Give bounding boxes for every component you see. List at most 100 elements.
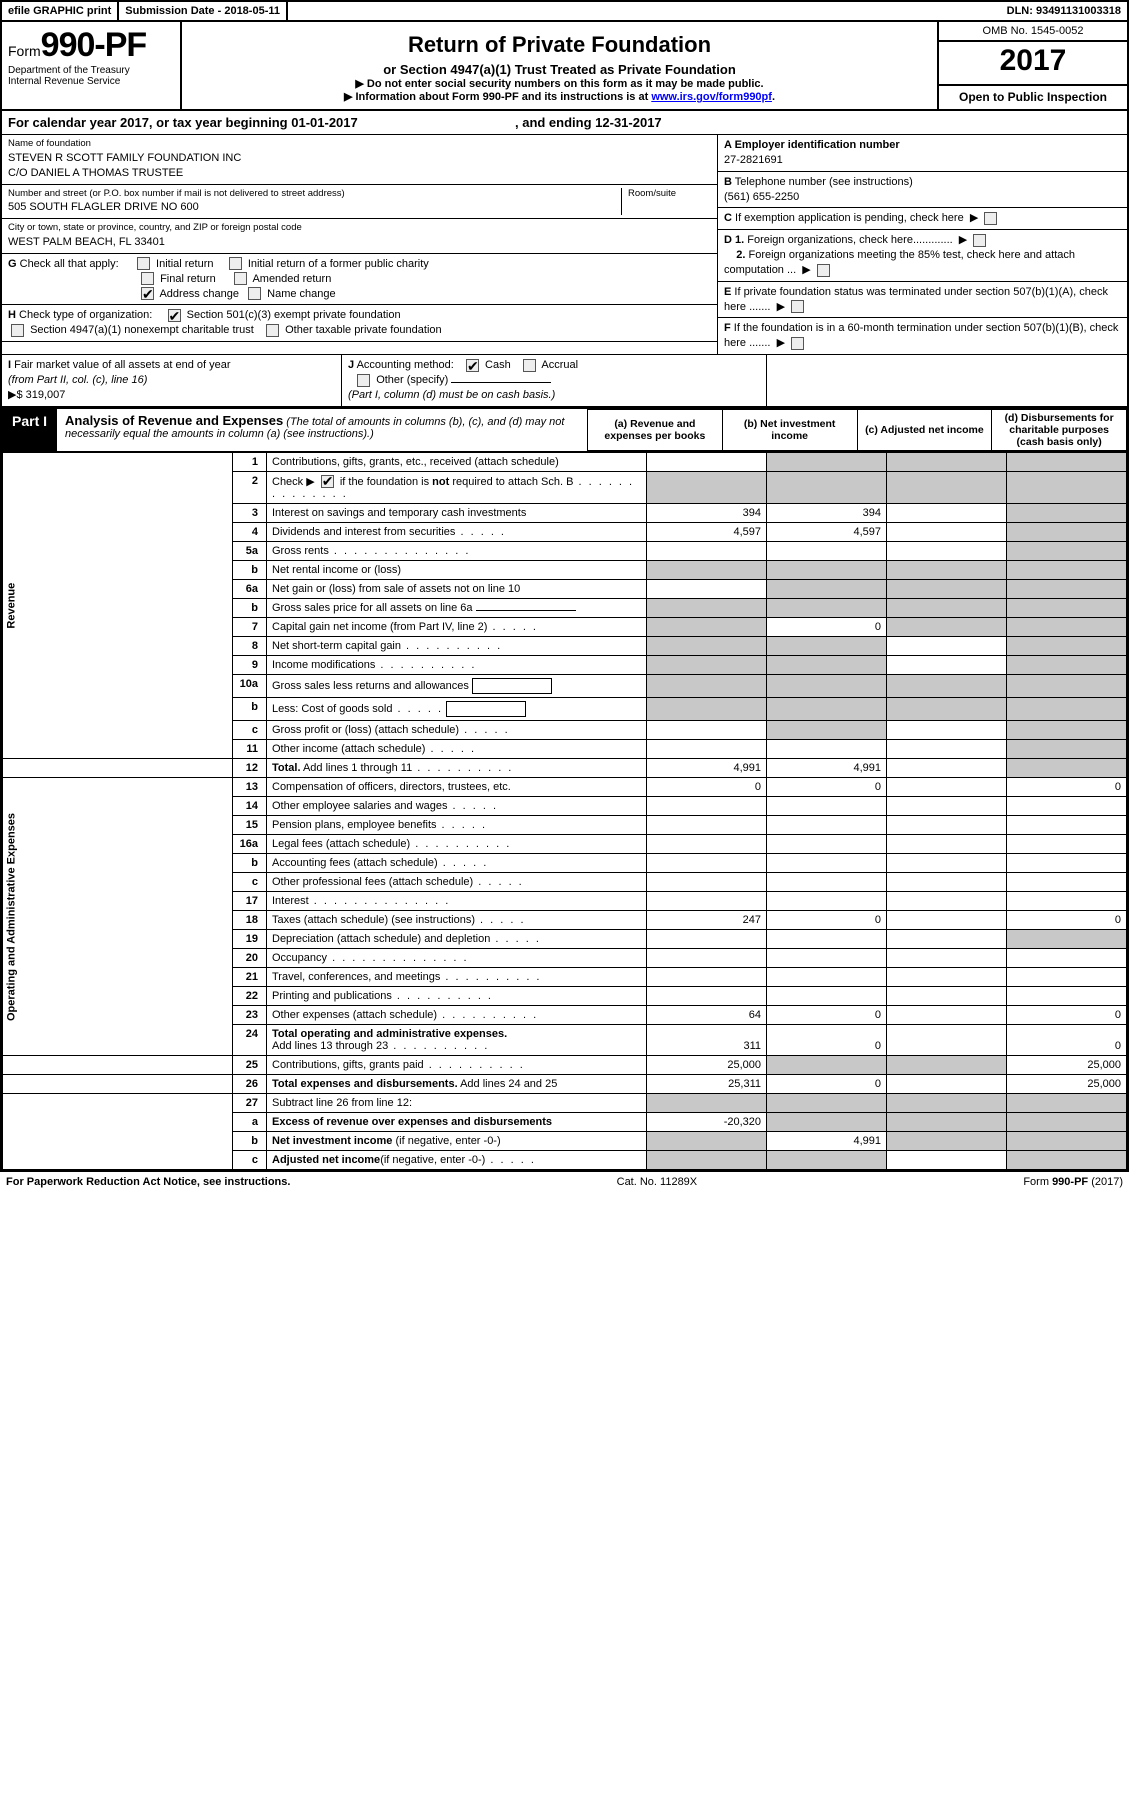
col-b	[767, 854, 887, 873]
col-a	[647, 698, 767, 721]
desc: Contributions, gifts, grants paid	[267, 1056, 647, 1075]
checkbox-d2[interactable]	[817, 264, 830, 277]
checkbox-name-change[interactable]	[248, 287, 261, 300]
form-note2: ▶ Information about Form 990-PF and its …	[192, 90, 927, 103]
top-bar: efile GRAPHIC print Submission Date - 20…	[2, 2, 1127, 22]
other-specify-line[interactable]	[451, 382, 551, 383]
city-cell: City or town, state or province, country…	[2, 219, 717, 254]
col-d	[1007, 740, 1127, 759]
checkbox-other-taxable[interactable]	[266, 324, 279, 337]
ln: 14	[233, 797, 267, 816]
col-b	[767, 452, 887, 471]
col-c	[887, 656, 1007, 675]
open-inspection: Open to Public Inspection	[939, 86, 1127, 108]
ln: c	[233, 1151, 267, 1170]
ln: 6a	[233, 580, 267, 599]
checkbox-cash[interactable]	[466, 359, 479, 372]
ln: b	[233, 854, 267, 873]
col-b	[767, 797, 887, 816]
col-a	[647, 816, 767, 835]
j-accrual: Accrual	[541, 359, 578, 371]
checkbox-501c3[interactable]	[168, 309, 181, 322]
fmv-value: 319,007	[23, 389, 66, 401]
ln: 12	[233, 759, 267, 778]
col-d	[1007, 873, 1127, 892]
checkbox-accrual[interactable]	[523, 359, 536, 372]
j-other: Other (specify)	[376, 374, 448, 386]
col-b	[767, 1056, 887, 1075]
form-number: Form990-PF	[8, 26, 174, 65]
tel-value: (561) 655-2250	[724, 190, 1121, 205]
col-c	[887, 949, 1007, 968]
col-b: 0	[767, 1006, 887, 1025]
col-b	[767, 740, 887, 759]
col-d	[1007, 987, 1127, 1006]
col-d	[1007, 599, 1127, 618]
col-b	[767, 1113, 887, 1132]
r10a-box[interactable]	[472, 678, 552, 694]
desc: Gross profit or (loss) (attach schedule)	[267, 721, 647, 740]
section-j: J Accounting method: Cash Accrual Other …	[342, 355, 767, 406]
r5a-d: Gross rents	[272, 545, 470, 557]
col-c	[887, 1056, 1007, 1075]
checkbox-4947[interactable]	[11, 324, 24, 337]
ln: 11	[233, 740, 267, 759]
form-title: Return of Private Foundation	[192, 32, 927, 58]
h-o3: Other taxable private foundation	[285, 324, 442, 336]
r20-d: Occupancy	[272, 952, 469, 964]
fr-c: (2017)	[1088, 1176, 1123, 1188]
form-note1: ▶ Do not enter social security numbers o…	[192, 77, 927, 90]
col-c	[887, 797, 1007, 816]
d2-text: Foreign organizations meeting the 85% te…	[724, 249, 1075, 276]
r10b-box[interactable]	[446, 701, 526, 717]
desc: Other employee salaries and wages	[267, 797, 647, 816]
d-cell: D 1. Foreign organizations, check here..…	[718, 230, 1127, 282]
ln: 1	[233, 452, 267, 471]
ln: b	[233, 698, 267, 721]
g-o6: Name change	[267, 288, 336, 300]
ln: 15	[233, 816, 267, 835]
desc: Net investment income (if negative, ente…	[267, 1132, 647, 1151]
part1-table: Revenue 1 Contributions, gifts, grants, …	[2, 452, 1127, 1171]
col-c	[887, 854, 1007, 873]
checkbox-e[interactable]	[791, 300, 804, 313]
checkbox-address-change[interactable]	[141, 287, 154, 300]
r23-d: Other expenses (attach schedule)	[272, 1009, 538, 1021]
checkbox-initial-former[interactable]	[229, 257, 242, 270]
col-a	[647, 968, 767, 987]
col-a	[647, 797, 767, 816]
col-c	[887, 561, 1007, 580]
ln: b	[233, 599, 267, 618]
desc: Interest	[267, 892, 647, 911]
revenue-label: Revenue	[3, 452, 233, 759]
checkbox-other-method[interactable]	[357, 374, 370, 387]
col-d	[1007, 504, 1127, 523]
col-d	[1007, 721, 1127, 740]
col-b	[767, 835, 887, 854]
checkbox-not-required[interactable]	[321, 475, 334, 488]
desc: Taxes (attach schedule) (see instruction…	[267, 911, 647, 930]
col-b	[767, 949, 887, 968]
r27b-a: Net investment income	[272, 1135, 392, 1147]
ln: 18	[233, 911, 267, 930]
checkbox-exemption-pending[interactable]	[984, 212, 997, 225]
row-1: Revenue 1 Contributions, gifts, grants, …	[3, 452, 1127, 471]
checkbox-initial-return[interactable]	[137, 257, 150, 270]
r6b-line[interactable]	[476, 610, 576, 611]
col-d: 0	[1007, 1006, 1127, 1025]
section-ij: I Fair market value of all assets at end…	[2, 354, 1127, 407]
col-b	[767, 599, 887, 618]
irs-link[interactable]: www.irs.gov/form990pf	[651, 91, 772, 103]
checkbox-amended[interactable]	[234, 272, 247, 285]
room-label: Room/suite	[628, 188, 711, 201]
col-b: 0	[767, 1075, 887, 1094]
checkbox-d1[interactable]	[973, 234, 986, 247]
col-c	[887, 1094, 1007, 1113]
note2-suffix: .	[772, 91, 775, 103]
ln: c	[233, 721, 267, 740]
checkbox-final-return[interactable]	[141, 272, 154, 285]
h-bold: H	[8, 309, 16, 321]
r12-b: Add lines 1 through 11	[301, 762, 514, 774]
checkbox-f[interactable]	[791, 337, 804, 350]
desc: Check ▶ if the foundation is not require…	[267, 471, 647, 504]
